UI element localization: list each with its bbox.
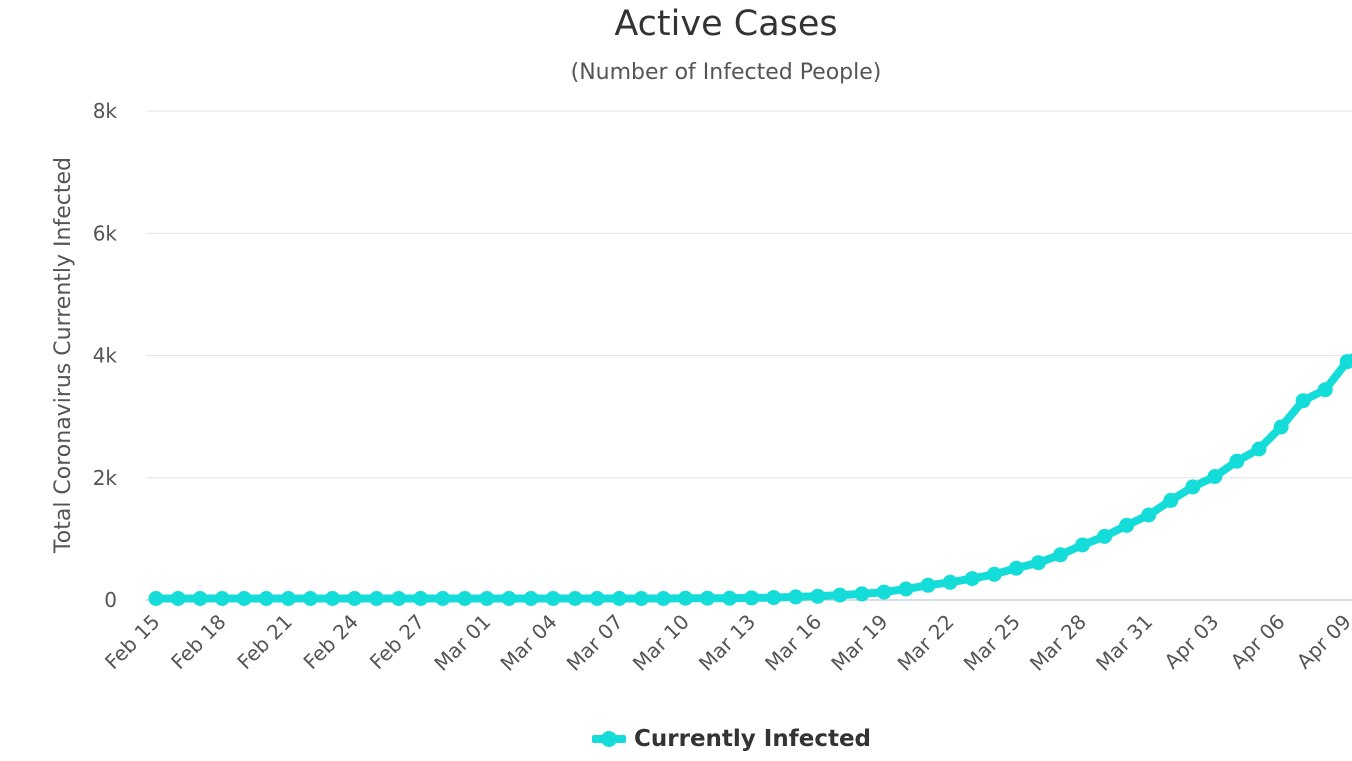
data-point bbox=[876, 584, 892, 600]
data-point bbox=[192, 591, 208, 606]
x-tick-label: Feb 15 bbox=[100, 610, 165, 675]
data-point bbox=[302, 591, 318, 606]
data-point bbox=[170, 591, 186, 606]
x-tick-label: Mar 22 bbox=[893, 610, 959, 676]
data-point bbox=[567, 591, 583, 606]
data-point bbox=[1295, 393, 1311, 409]
x-tick-label: Apr 06 bbox=[1226, 610, 1290, 674]
data-point bbox=[1229, 453, 1245, 469]
data-point bbox=[920, 577, 936, 593]
x-tick-label: Mar 28 bbox=[1025, 610, 1091, 676]
data-point bbox=[1008, 560, 1024, 576]
data-point bbox=[236, 591, 252, 606]
legend-symbol bbox=[592, 729, 626, 749]
x-tick-label: Mar 07 bbox=[562, 610, 628, 676]
chart-title: Active Cases bbox=[614, 4, 838, 44]
data-point bbox=[854, 586, 870, 602]
y-tick-label: 6k bbox=[93, 221, 118, 245]
data-point bbox=[1339, 354, 1352, 370]
data-point bbox=[655, 591, 671, 606]
data-point bbox=[942, 574, 958, 590]
data-point bbox=[611, 591, 627, 606]
data-point bbox=[677, 590, 693, 606]
data-point bbox=[501, 591, 517, 606]
x-tick-label: Feb 27 bbox=[365, 610, 430, 675]
data-point bbox=[1185, 479, 1201, 495]
data-point bbox=[1207, 469, 1223, 484]
data-point bbox=[369, 591, 385, 606]
x-tick-label: Mar 16 bbox=[760, 610, 826, 676]
y-axis-ticks: 0 2k 4k 6k 8k bbox=[93, 99, 118, 612]
x-tick-label: Apr 09 bbox=[1292, 610, 1352, 674]
data-point bbox=[1030, 555, 1046, 571]
data-point bbox=[898, 581, 914, 597]
legend-marker bbox=[601, 731, 617, 747]
y-tick-label: 8k bbox=[93, 99, 118, 123]
chart-subtitle: (Number of Infected People) bbox=[570, 60, 882, 85]
x-tick-label: Mar 31 bbox=[1091, 610, 1157, 676]
data-point bbox=[214, 591, 230, 606]
series-currently-infected[interactable] bbox=[148, 279, 1352, 606]
x-tick-label: Apr 03 bbox=[1159, 610, 1223, 674]
x-tick-label: Mar 10 bbox=[628, 610, 694, 676]
data-point bbox=[347, 591, 362, 606]
data-point bbox=[589, 591, 605, 606]
data-point bbox=[435, 591, 451, 606]
gridlines bbox=[146, 110, 1352, 601]
data-point bbox=[280, 591, 296, 606]
x-tick-label: Mar 19 bbox=[826, 610, 892, 676]
data-point bbox=[1097, 528, 1113, 544]
data-point bbox=[986, 566, 1002, 582]
data-point bbox=[722, 590, 738, 606]
data-point bbox=[457, 591, 473, 606]
x-tick-label: Feb 21 bbox=[232, 610, 297, 675]
y-tick-label: 4k bbox=[93, 344, 118, 368]
data-point bbox=[766, 590, 782, 606]
data-point bbox=[1075, 537, 1090, 553]
x-tick-label: Feb 18 bbox=[166, 610, 231, 675]
data-point bbox=[479, 591, 495, 606]
y-tick-label: 2k bbox=[93, 466, 118, 490]
series-line bbox=[152, 353, 1352, 603]
data-point bbox=[744, 590, 760, 606]
x-tick-label: Mar 04 bbox=[495, 610, 561, 676]
data-point bbox=[148, 591, 164, 606]
data-point bbox=[325, 591, 340, 606]
data-point bbox=[1119, 517, 1135, 533]
data-point bbox=[258, 591, 274, 606]
y-axis-title: Total Coronavirus Currently Infected bbox=[51, 157, 76, 554]
x-tick-label: Feb 24 bbox=[299, 610, 364, 675]
x-axis-ticks: Feb 15 Feb 18 Feb 21 Feb 24 Feb 27 Mar 01 Mar … bbox=[100, 610, 1352, 676]
data-point bbox=[1317, 382, 1333, 398]
y-tick-label: 0 bbox=[104, 588, 117, 612]
data-point bbox=[788, 589, 804, 605]
data-point bbox=[413, 591, 429, 606]
x-tick-label: Mar 13 bbox=[694, 610, 760, 676]
data-point bbox=[545, 591, 561, 606]
data-point bbox=[391, 591, 407, 606]
x-tick-label: Mar 01 bbox=[429, 610, 495, 676]
data-point bbox=[1053, 547, 1068, 563]
data-point bbox=[810, 588, 826, 604]
data-point bbox=[964, 571, 980, 587]
data-point bbox=[633, 591, 649, 606]
legend-item-currently-infected[interactable]: Currently Infected bbox=[592, 722, 871, 756]
chart-plot: 0 2k 4k 6k 8k Feb 15 Feb 18 Feb 21 Feb 24 Feb 27… bbox=[51, 99, 1352, 676]
data-point bbox=[1251, 441, 1267, 457]
x-tick-label: Mar 25 bbox=[959, 610, 1025, 676]
data-point bbox=[1141, 507, 1157, 523]
data-point bbox=[832, 587, 848, 603]
data-point bbox=[523, 591, 539, 606]
data-point bbox=[1273, 419, 1289, 435]
data-point bbox=[1163, 492, 1179, 508]
data-point bbox=[700, 590, 715, 606]
legend-label: Currently Infected bbox=[634, 726, 872, 752]
